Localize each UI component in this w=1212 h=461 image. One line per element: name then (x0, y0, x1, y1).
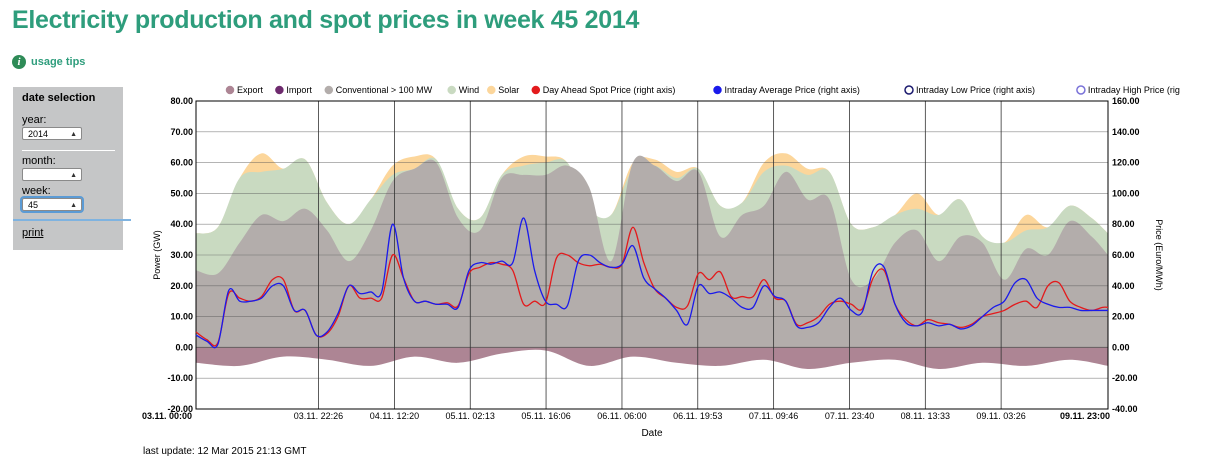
updown-arrow-icon: ▲ (70, 202, 77, 209)
divider (22, 150, 115, 151)
plot-frame (195, 100, 1109, 410)
legend-label: Import (286, 85, 312, 95)
year-select[interactable]: 2014 ▲ (22, 127, 82, 140)
x-tick-label: 04.11. 12:20 (370, 411, 419, 421)
usage-tips-label: usage tips (31, 56, 86, 68)
legend-swatch (713, 85, 722, 95)
legend-item: Day Ahead Spot Price (right axis) (531, 85, 676, 95)
legend-item: Export (225, 85, 264, 95)
y-right-tick-label: -40.00 (1112, 404, 1138, 414)
legend-swatch (487, 85, 496, 95)
week-select-value: 45 (28, 200, 39, 210)
y-tick-label: -10.00 (167, 373, 193, 383)
y-right-tick-label: -20.00 (1112, 373, 1138, 383)
print-link[interactable]: print (22, 227, 44, 239)
week-select[interactable]: 45 ▲ (20, 196, 84, 213)
info-icon: i (12, 55, 26, 69)
y-right-tick-label: 100.00 (1112, 188, 1140, 198)
legend-item: Intraday Low Price (right axis) (904, 85, 1035, 95)
x-tick-label: 05.11. 02:13 (446, 411, 495, 421)
y-right-tick-label: 140.00 (1112, 127, 1140, 137)
x-tick-label: 07.11. 09:46 (749, 411, 798, 421)
y-tick-label: -20.00 (167, 404, 193, 414)
updown-arrow-icon: ▲ (70, 131, 77, 138)
export-area (196, 347, 1108, 369)
x-tick-label: 03.11. 00:00 (142, 411, 192, 421)
y-tick-label: 0.00 (175, 342, 193, 352)
intraday-average-price-line (195, 217, 1108, 349)
y-right-tick-label: 20.00 (1112, 312, 1135, 322)
month-label: month: (22, 155, 56, 167)
week-label: week: (22, 185, 51, 197)
legend-item: Intraday High Price (right axis) (1076, 85, 1180, 95)
y-right-tick-label: 40.00 (1112, 281, 1135, 291)
legend-swatch (324, 85, 334, 95)
legend-label: Conventional > 100 MW (336, 85, 433, 95)
divider (13, 219, 131, 221)
x-tick-label: 07.11. 23:40 (825, 411, 874, 421)
legend-label: Export (237, 85, 264, 95)
legend-swatch (275, 85, 284, 95)
legend-label: Intraday High Price (right axis) (1088, 85, 1180, 95)
page-title: Electricity production and spot prices i… (12, 6, 640, 34)
x-tick-label: 09.11. 23:00 (1060, 411, 1110, 421)
y-right-axis-title: Price (Euro/MWh) (1154, 219, 1164, 291)
y-right-tick-label: 60.00 (1112, 250, 1135, 260)
legend-label: Intraday Average Price (right axis) (725, 85, 860, 95)
updown-arrow-icon: ▲ (70, 172, 77, 179)
x-tick-label: 06.11. 06:00 (597, 411, 646, 421)
date-selection-panel: date selection year: 2014 ▲ month: ▲ wee… (13, 87, 131, 250)
legend-item: Import (275, 85, 312, 95)
power-price-chart: 80.00 70.00 60.00 50.00 40.00 30.00 20.00 10.00… (142, 85, 1180, 439)
legend-swatch (531, 85, 541, 95)
legend-label: Solar (498, 85, 519, 95)
y-tick-label: 50.00 (170, 188, 193, 198)
date-selection-heading: date selection (22, 92, 96, 104)
legend-item: Solar (487, 85, 519, 95)
y-tick-label: 60.00 (170, 158, 193, 168)
y-right-tick-label: 0.00 (1112, 342, 1130, 352)
y-tick-label: 80.00 (170, 96, 193, 106)
y-tick-label: 70.00 (170, 127, 193, 137)
y-right-tick-label: 120.00 (1112, 158, 1140, 168)
legend-label: Intraday Low Price (right axis) (916, 85, 1035, 95)
legend-item: Intraday Average Price (right axis) (713, 85, 860, 95)
legend-swatch (904, 85, 914, 95)
legend-swatch (447, 85, 456, 95)
last-update-text: last update: 12 Mar 2015 21:13 GMT (143, 446, 307, 457)
y-tick-label: 40.00 (170, 219, 193, 229)
x-tick-label: 03.11. 22:26 (294, 411, 343, 421)
legend-item: Conventional > 100 MW (324, 85, 433, 95)
x-tick-label: 06.11. 19:53 (673, 411, 722, 421)
legend-swatch (1076, 85, 1086, 95)
y-right-tick-label: 80.00 (1112, 219, 1135, 229)
x-axis-title: Date (641, 428, 663, 439)
y-right-tick-label: 160.00 (1112, 96, 1140, 106)
chart-legend: Export Import Conventional > 100 MW Wind Sol… (225, 85, 1180, 95)
x-tick-label: 05.11. 16:06 (521, 411, 570, 421)
y-tick-label: 30.00 (170, 250, 193, 260)
legend-item: Wind (447, 85, 480, 95)
year-label: year: (22, 114, 47, 126)
usage-tips-link[interactable]: i usage tips (12, 55, 85, 69)
x-tick-label: 09.11. 03:26 (976, 411, 1025, 421)
x-tick-label: 08.11. 13:33 (901, 411, 950, 421)
y-tick-label: 20.00 (170, 281, 193, 291)
year-select-value: 2014 (28, 129, 49, 139)
y-tick-label: 10.00 (170, 312, 193, 322)
legend-swatch (225, 85, 235, 95)
month-select[interactable]: ▲ (22, 168, 82, 181)
legend-label: Wind (459, 85, 480, 95)
y-axis-title: Power (GW) (152, 230, 162, 280)
legend-label: Day Ahead Spot Price (right axis) (543, 85, 676, 95)
conventional-area (196, 155, 1108, 348)
